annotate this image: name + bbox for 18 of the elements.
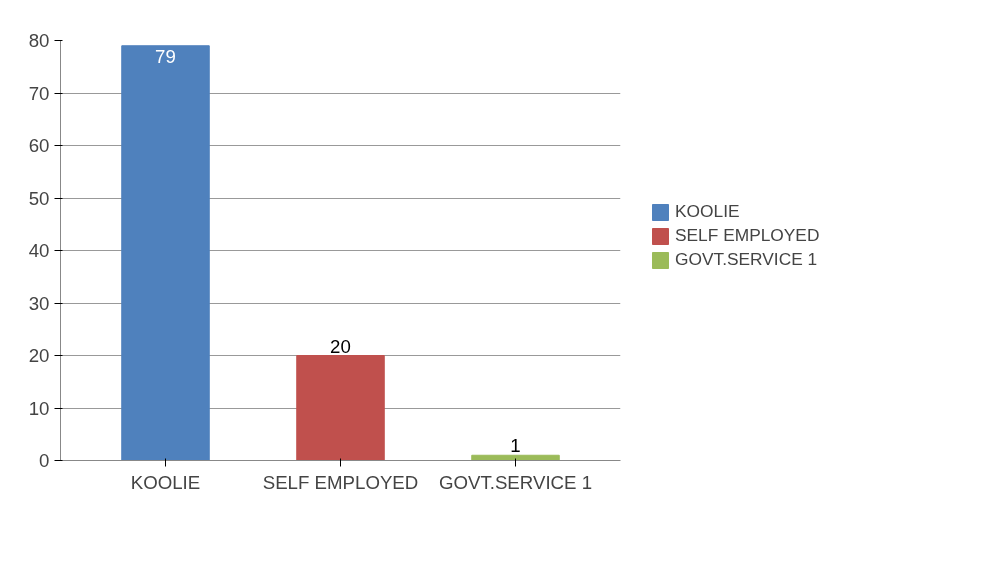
data-label: 20 [330,335,351,357]
data-label: 79 [155,45,176,67]
y-tick-label: 40 [28,240,50,261]
legend-label: KOOLIE [675,201,740,222]
legend-label: SELF EMPLOYED [675,225,820,246]
y-tick-label: 10 [28,397,50,419]
x-tick-label: KOOLIE [130,471,201,493]
data-label: 1 [510,435,521,457]
x-tick-label: SELF EMPLOYED [262,471,419,493]
legend-label: GOVT.SERVICE 1 [675,249,818,270]
y-tick-label: 70 [28,82,50,104]
y-tick-label: 60 [28,135,50,156]
y-tick-label: 20 [28,345,50,366]
y-tick-label: 50 [28,187,50,209]
y-tick-label: 80 [28,30,50,51]
x-tick-label: GOVT.SERVICE 1 [438,471,593,493]
y-tick-label: 30 [28,292,50,314]
y-tick-label: 0 [39,450,50,471]
